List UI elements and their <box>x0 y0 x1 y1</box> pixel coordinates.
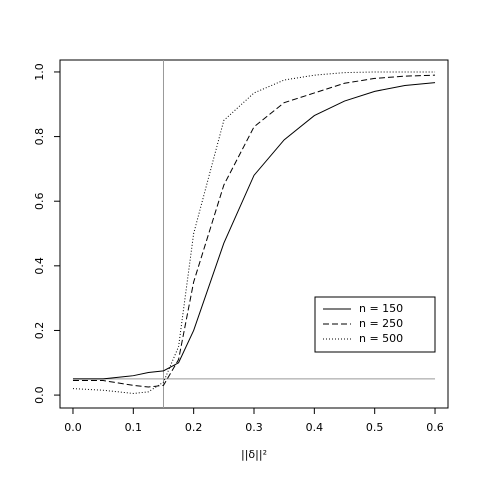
y-tick-label: 0.2 <box>33 322 46 340</box>
x-tick-label: 0.6 <box>426 421 444 434</box>
series-line <box>72 71 436 394</box>
x-tick-label: 0.5 <box>366 421 384 434</box>
plot-frame <box>59 59 449 409</box>
y-tick-label: 0.0 <box>33 386 46 404</box>
x-tick-label: 0.3 <box>245 421 263 434</box>
series-line <box>72 74 436 388</box>
y-tick-label: 0.6 <box>33 192 46 210</box>
x-tick-label: 0.0 <box>64 421 82 434</box>
x-axis-label: ||δ||² <box>241 448 267 461</box>
y-tick-label: 0.8 <box>33 128 46 146</box>
y-tick-label: 0.4 <box>33 257 46 275</box>
legend-label: n = 250 <box>359 317 403 330</box>
legend-label: n = 500 <box>359 332 403 345</box>
legend-label: n = 150 <box>359 302 403 315</box>
x-tick-label: 0.2 <box>185 421 203 434</box>
series-line <box>72 82 436 380</box>
x-tick-label: 0.1 <box>125 421 143 434</box>
y-tick-label: 1.0 <box>33 63 46 81</box>
x-tick-label: 0.4 <box>306 421 324 434</box>
